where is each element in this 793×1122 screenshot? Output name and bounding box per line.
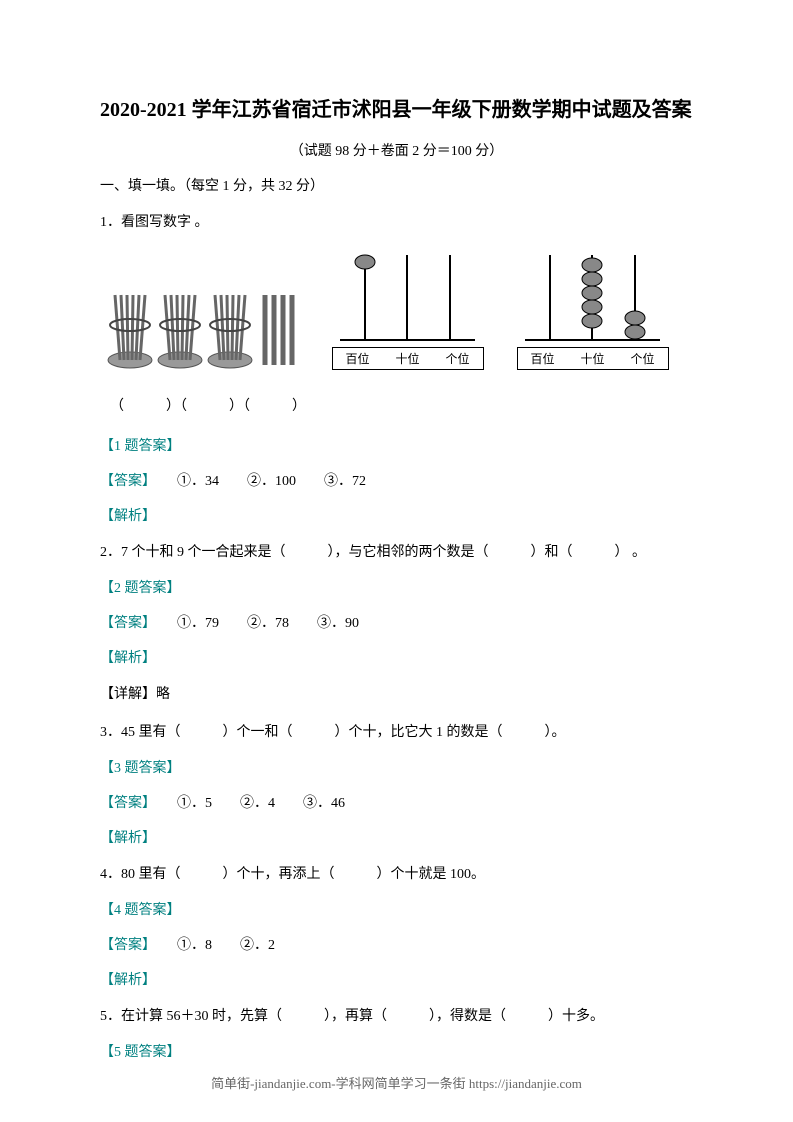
abacus1: 百位 十位 个位	[330, 250, 485, 370]
q4-answer-label: 【答案】	[100, 938, 149, 953]
q5-answer-header: 【5 题答案】	[100, 1041, 693, 1061]
q4-analysis: 【解析】	[100, 969, 693, 989]
section-header: 一、填一填。（每空 1 分，共 32 分）	[100, 175, 693, 195]
q1-answer-header: 【1 题答案】	[100, 435, 693, 455]
abacus1-hundreds: 百位	[333, 348, 383, 369]
q3-answer-header: 【3 题答案】	[100, 757, 693, 777]
q3-text: 3．45 里有（ ）个一和（ ）个十，比它大 1 的数是（ ）。	[100, 720, 693, 745]
abacus2: 百位 十位 个位	[515, 250, 670, 370]
q1-answer-label: 【答案】	[100, 474, 149, 489]
q3-answer: 【答案】 ①．5 ②．4 ③．46	[100, 792, 693, 812]
q1-answers: ①．34 ②．100 ③．72	[149, 474, 366, 489]
subtitle: （试题 98 分＋卷面 2 分＝100 分）	[100, 140, 693, 160]
q1-blanks: （ ）（ ）（ ）	[100, 395, 693, 415]
q1-text: 1．看图写数字 。	[100, 210, 693, 235]
q2-text: 2．7 个十和 9 个一合起来是（ ），与它相邻的两个数是（ ）和（ ） 。	[100, 540, 693, 565]
page-title: 2020-2021 学年江苏省宿迁市沭阳县一年级下册数学期中试题及答案	[100, 90, 693, 130]
q3-analysis: 【解析】	[100, 827, 693, 847]
q5-text: 5．在计算 56＋30 时，先算（ ），再算（ ），得数是（ ）十多。	[100, 1004, 693, 1029]
q2-answer: 【答案】 ①．79 ②．78 ③．90	[100, 612, 693, 632]
q1-analysis: 【解析】	[100, 505, 693, 525]
abacus2-tens: 十位	[568, 348, 618, 369]
abacus2-ones: 个位	[618, 348, 668, 369]
q2-detail: 【详解】略	[100, 682, 693, 707]
q3-answers: ①．5 ②．4 ③．46	[149, 796, 345, 811]
footer: 简单街-jiandanjie.com-学科网简单学习一条街 https://ji…	[0, 1073, 793, 1092]
q1-answer: 【答案】 ①．34 ②．100 ③．72	[100, 470, 693, 490]
q2-answer-header: 【2 题答案】	[100, 577, 693, 597]
q4-answer-header: 【4 题答案】	[100, 899, 693, 919]
q2-analysis: 【解析】	[100, 647, 693, 667]
q1-images: 百位 十位 个位 百位 十位 个位	[100, 250, 693, 370]
abacus1-tens: 十位	[383, 348, 433, 369]
abacus1-ones: 个位	[433, 348, 483, 369]
q4-answers: ①．8 ②．2	[149, 938, 275, 953]
q2-answer-label: 【答案】	[100, 616, 149, 631]
bundles-image	[100, 280, 300, 370]
abacus2-hundreds: 百位	[518, 348, 568, 369]
q3-answer-label: 【答案】	[100, 796, 149, 811]
q4-answer: 【答案】 ①．8 ②．2	[100, 934, 693, 954]
q4-text: 4．80 里有（ ）个十，再添上（ ）个十就是 100。	[100, 862, 693, 887]
q2-answers: ①．79 ②．78 ③．90	[149, 616, 359, 631]
